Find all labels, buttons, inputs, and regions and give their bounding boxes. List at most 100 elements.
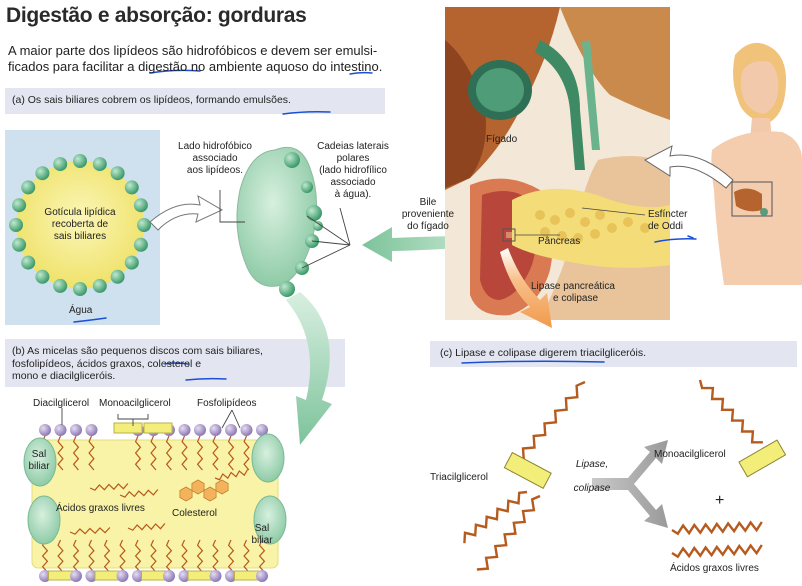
bile-salt-bead — [35, 166, 50, 181]
lipid-tail — [103, 539, 111, 573]
lipid-tail — [243, 539, 250, 573]
free-fatty-acids-label-c: Ácidos graxos livres — [670, 563, 759, 574]
lipid-droplet — [9, 154, 151, 296]
intro-line-1: A maior parte dos lipídeos são hidrofóbi… — [8, 43, 378, 58]
bile-salt-bead — [133, 198, 148, 213]
bile-salt-bead — [21, 255, 36, 270]
lipid-tail — [134, 435, 142, 471]
phospholipid-head — [256, 570, 268, 582]
pen-annotations — [73, 69, 697, 381]
triacylglycerol-glycerol — [503, 451, 552, 489]
phospholipid-head — [225, 424, 237, 436]
bile-salt-bead — [92, 278, 107, 293]
bile-salt-oval — [27, 495, 61, 545]
bile-salt-bead — [53, 157, 68, 172]
bile-salt-bead — [73, 282, 87, 296]
droplet-label: Gotícula lipídica recoberta de sais bili… — [44, 207, 116, 242]
polar-bead — [306, 205, 322, 221]
monoacylglycerol-chain — [698, 379, 763, 444]
lipid-tail — [181, 435, 188, 471]
phospholipid-head — [54, 424, 67, 436]
lipid-tail — [243, 435, 250, 471]
micelle-disc-parts — [23, 422, 287, 582]
green-arrow-down — [286, 292, 332, 445]
plus-sign: + — [715, 492, 725, 509]
bile-salt-oval — [23, 437, 57, 487]
bile-salt-bead — [92, 157, 107, 172]
bile-salt-bead — [9, 218, 23, 232]
polar-chains-label: Cadeias laterais polares (lado hidrofíli… — [317, 141, 389, 200]
phospholipids-label: Fosfolipídeos — [197, 398, 257, 409]
phospholipid-head — [163, 570, 175, 582]
bile-salt-bead — [124, 255, 139, 270]
enzyme-label: Lipase, colipase — [573, 459, 611, 494]
bile-salt-bead — [137, 218, 151, 232]
polar-bead — [284, 152, 300, 168]
cholesterol-ring — [203, 486, 217, 502]
bile-salt-bead — [21, 180, 36, 195]
micelle-beads — [279, 152, 323, 297]
lipid-tail — [181, 539, 188, 573]
lipase-reaction — [463, 379, 787, 571]
free-fatty-acid — [214, 469, 249, 481]
woman-figure — [700, 40, 802, 285]
hollow-arrow-a — [149, 194, 224, 231]
lipid-tail — [165, 435, 173, 471]
bile-salt-bead — [110, 269, 125, 284]
triacylglycerol-chain — [463, 490, 528, 544]
cholesterol-ring — [215, 479, 229, 495]
hydrophobic-label: Lado hidrofóbico associado aos lipídeos. — [178, 141, 252, 176]
caption-c: (c) Lipase e colipase digerem triacilgli… — [440, 347, 647, 359]
bile-salt-bead — [12, 237, 27, 252]
bile-salt-bead — [53, 278, 68, 293]
phospholipid-head — [70, 424, 82, 436]
caption-b: (b) As micelas são pequenos discos com s… — [12, 345, 263, 382]
lipase-label: Lipase pancreática e colipase — [531, 281, 615, 304]
lipid-tail — [212, 435, 219, 471]
triacylglycerol-chain — [511, 380, 586, 473]
phospholipid-head — [256, 424, 268, 436]
polar-bead — [279, 281, 295, 297]
free-fatty-acid — [671, 520, 763, 536]
diacylglycerol-label: Diacilglicerol — [33, 398, 90, 409]
bile-salt-left-label: Sal biliar — [28, 449, 50, 472]
cholesterol-ring — [179, 486, 193, 502]
triacylglycerol-chain — [476, 494, 541, 571]
monoacylglycerol-label-b: Monoacilglicerol — [99, 398, 171, 409]
polar-bead — [313, 221, 323, 231]
bile-salt-bead — [133, 237, 148, 252]
intro-line-2: ficados para facilitar a digestão no amb… — [8, 59, 383, 74]
phospholipid-head — [178, 424, 191, 436]
bile-salt-bead — [73, 154, 87, 168]
lipid-tail — [212, 539, 219, 573]
polar-bead — [301, 181, 313, 193]
triacylglycerol-label: Triacilglicerol — [430, 472, 488, 483]
lipid-tail — [88, 435, 95, 471]
free-fatty-acids-label-b: Ácidos graxos livres — [56, 503, 145, 514]
phospholipid-head — [209, 424, 222, 436]
bile-salt-bead — [110, 166, 125, 181]
caption-a: (a) Os sais biliares cobrem os lipídeos,… — [12, 94, 291, 106]
lipid-tail — [227, 435, 235, 471]
glycerol-block — [234, 570, 259, 581]
lipid-tail — [57, 539, 64, 573]
free-fatty-acid — [119, 489, 159, 498]
free-fatty-acid — [69, 527, 111, 535]
monoacylglycerol-label-c: Monoacilglicerol — [654, 449, 726, 460]
phospholipid-head — [39, 424, 51, 436]
bile-salt-oval — [253, 495, 287, 545]
monoacylglycerol-glycerol — [738, 439, 787, 478]
free-fatty-acid — [671, 543, 763, 559]
bile-salt-oval — [251, 433, 285, 483]
leader-lines-b — [61, 408, 241, 429]
free-fatty-acid — [89, 483, 129, 491]
lipid-tail — [150, 539, 157, 573]
lipid-tail — [196, 539, 204, 573]
anatomy-illustration — [445, 7, 670, 320]
lipid-tail — [41, 539, 49, 573]
glycerol-block — [143, 422, 173, 434]
leader-lines-a — [219, 190, 351, 269]
lipid-tail — [165, 539, 173, 573]
